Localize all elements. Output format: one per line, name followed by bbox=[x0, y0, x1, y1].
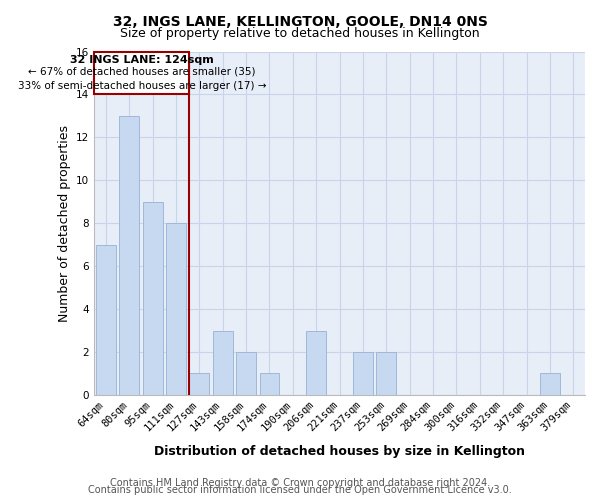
Text: 32, INGS LANE, KELLINGTON, GOOLE, DN14 0NS: 32, INGS LANE, KELLINGTON, GOOLE, DN14 0… bbox=[113, 15, 487, 29]
Bar bbox=[213, 330, 233, 395]
Bar bbox=[143, 202, 163, 395]
Text: 33% of semi-detached houses are larger (17) →: 33% of semi-detached houses are larger (… bbox=[17, 81, 266, 91]
Bar bbox=[540, 374, 560, 395]
Bar bbox=[236, 352, 256, 395]
Bar bbox=[260, 374, 280, 395]
Text: 32 INGS LANE: 124sqm: 32 INGS LANE: 124sqm bbox=[70, 55, 214, 65]
X-axis label: Distribution of detached houses by size in Kellington: Distribution of detached houses by size … bbox=[154, 444, 525, 458]
Text: Contains HM Land Registry data © Crown copyright and database right 2024.: Contains HM Land Registry data © Crown c… bbox=[110, 478, 490, 488]
Text: Contains public sector information licensed under the Open Government Licence v3: Contains public sector information licen… bbox=[88, 485, 512, 495]
Bar bbox=[119, 116, 139, 395]
Bar bbox=[353, 352, 373, 395]
Bar bbox=[376, 352, 396, 395]
Y-axis label: Number of detached properties: Number of detached properties bbox=[58, 124, 71, 322]
Bar bbox=[190, 374, 209, 395]
Bar bbox=[96, 244, 116, 395]
Bar bbox=[166, 223, 186, 395]
Bar bbox=[94, 52, 190, 94]
Bar bbox=[306, 330, 326, 395]
Text: ← 67% of detached houses are smaller (35): ← 67% of detached houses are smaller (35… bbox=[28, 67, 256, 77]
Text: Size of property relative to detached houses in Kellington: Size of property relative to detached ho… bbox=[120, 28, 480, 40]
